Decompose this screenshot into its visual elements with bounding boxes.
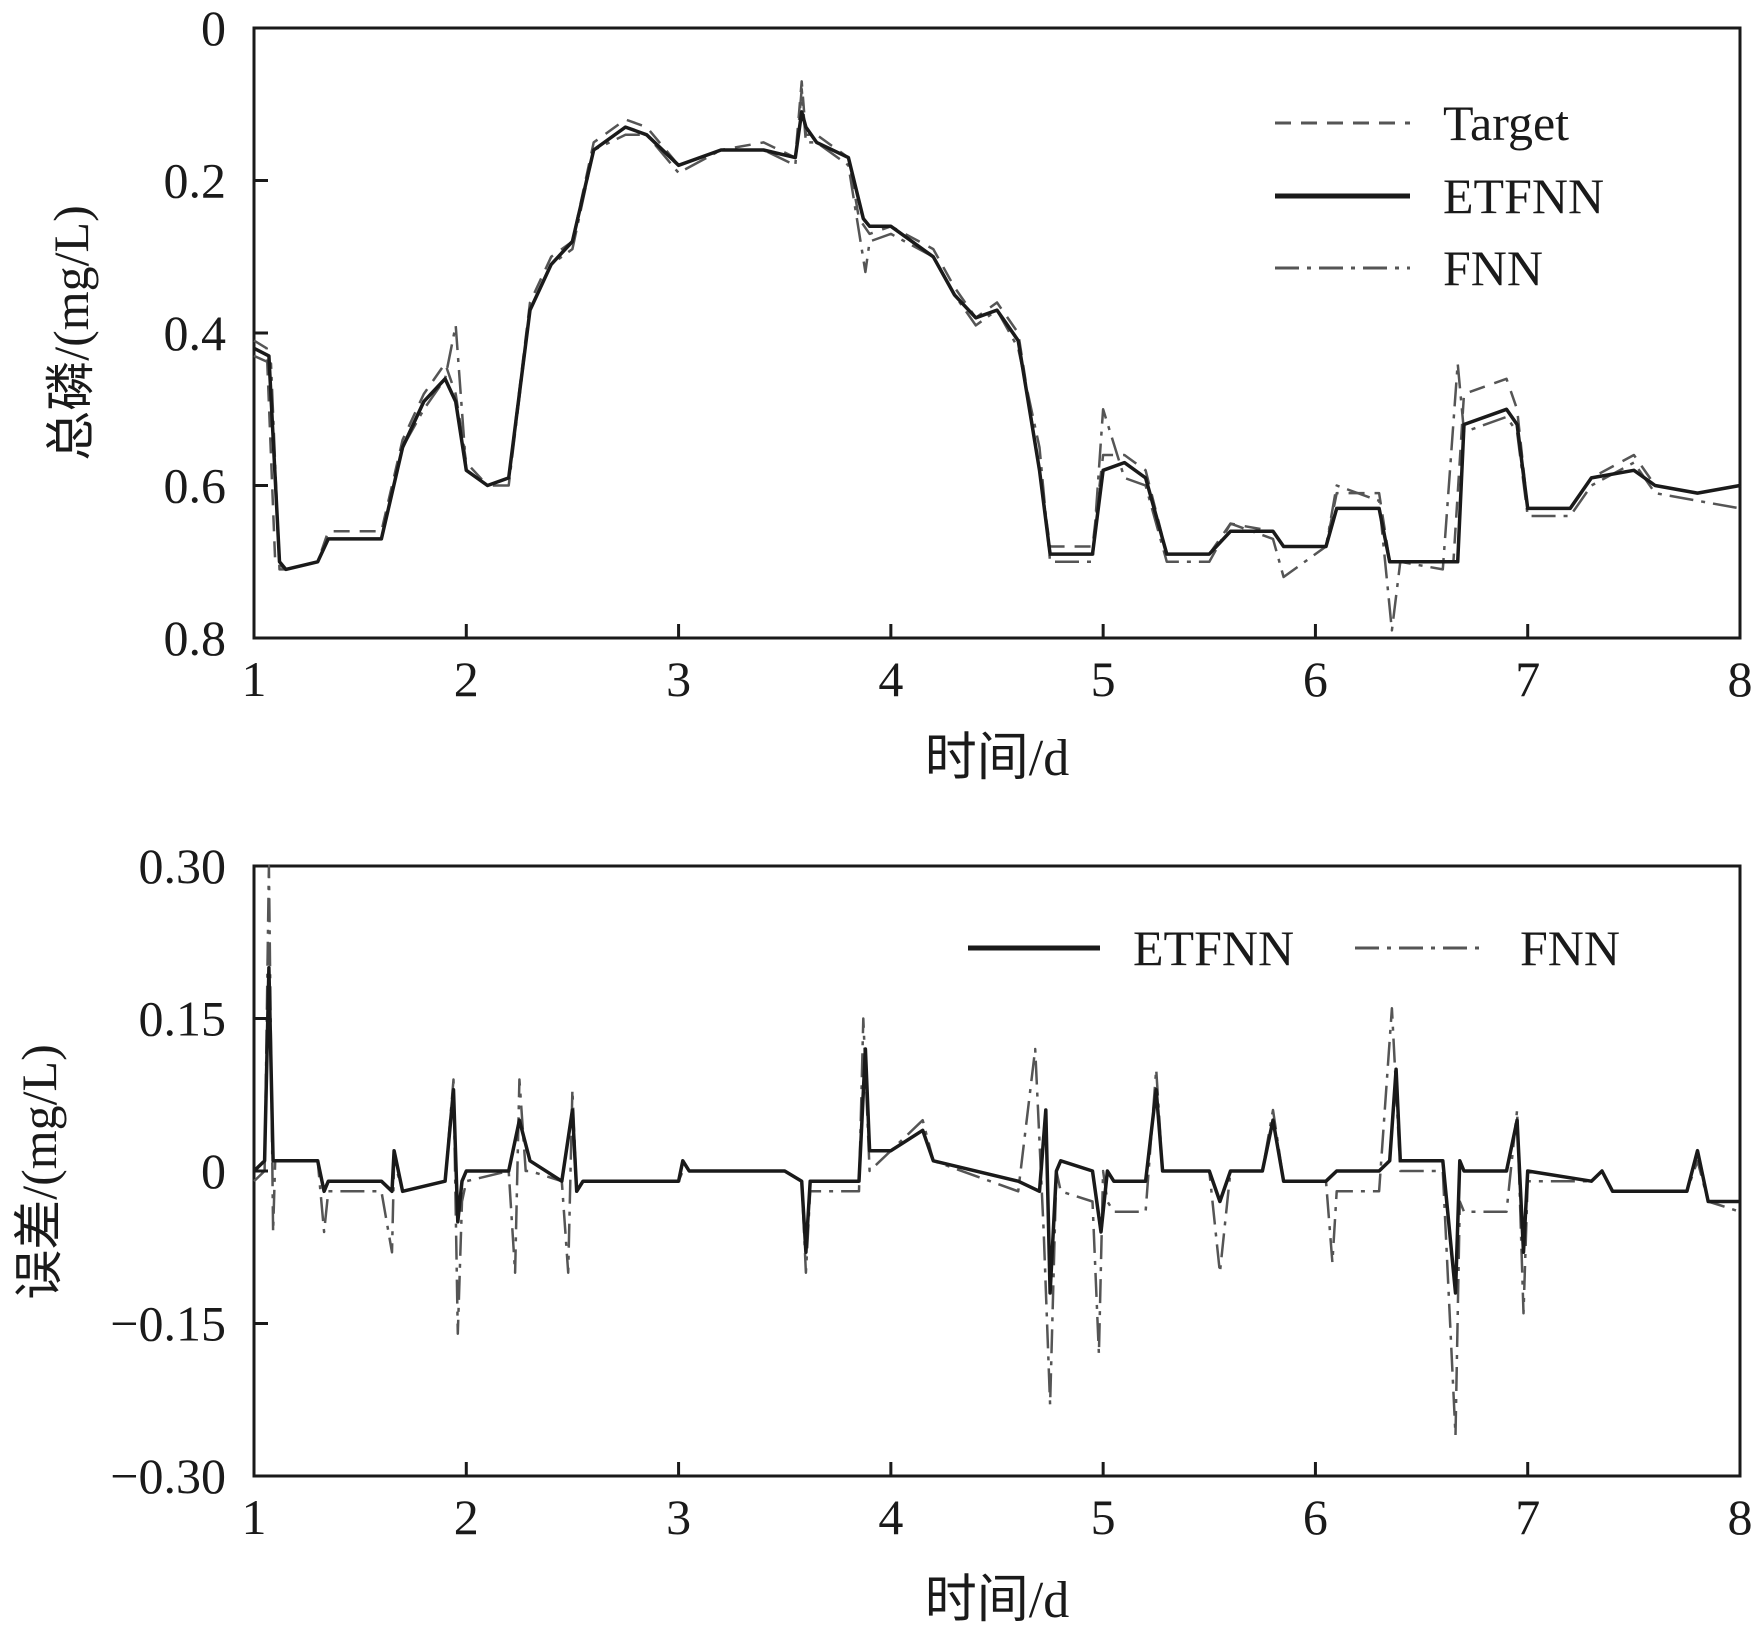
axes-top: 1 2 3 4 5 6 7 8 0 0.2 0.4 0.6 0.8	[164, 0, 1753, 707]
x-tick-label-bottom: 6	[1303, 1489, 1328, 1545]
x-tick-label-top: 1	[242, 651, 267, 707]
x-axis-label-bottom: 时间/d	[925, 1572, 1069, 1629]
x-tick-label-top: 7	[1515, 651, 1540, 707]
legend-label-fnn-bottom: FNN	[1520, 920, 1620, 976]
x-tick-label-bottom: 7	[1515, 1489, 1540, 1545]
x-tick-label-top: 5	[1091, 651, 1116, 707]
legend-label-target: Target	[1443, 95, 1569, 151]
y-tick-label-bottom: 0	[201, 1143, 226, 1199]
x-tick-label-bottom: 8	[1728, 1489, 1753, 1545]
x-tick-label-bottom: 2	[454, 1489, 479, 1545]
y-tick-label-top: 0.4	[164, 305, 227, 361]
y-tick-label-top: 0.6	[164, 458, 227, 514]
y-tick-label-top: 0	[201, 0, 226, 56]
legend-label-etfnn: ETFNN	[1443, 168, 1604, 224]
x-tick-label-bottom: 1	[242, 1489, 267, 1545]
series-line-etfnn-bottom	[252, 965, 1740, 1295]
y-axis-label-top: 总磷/(mg/L)	[43, 205, 99, 461]
x-tick-label-bottom: 3	[666, 1489, 691, 1545]
y-tick-label-bottom: −0.15	[110, 1296, 226, 1352]
x-tick-label-top: 6	[1303, 651, 1328, 707]
series-line-etfnn-top	[253, 110, 1741, 572]
series-line-fnn-bottom	[253, 864, 1741, 1437]
series-line-target-top	[253, 80, 1741, 571]
legend-label-etfnn-bottom: ETFNN	[1133, 920, 1294, 976]
series-layer-bottom	[252, 864, 1741, 1437]
y-tick-label-top: 0.2	[164, 153, 227, 209]
y-tick-label-bottom: −0.30	[110, 1448, 226, 1504]
legend-top: Target ETFNN FNN	[1275, 95, 1604, 296]
series-layer-top	[253, 80, 1741, 632]
y-tick-label-top: 0.8	[164, 610, 227, 666]
x-tick-label-top: 3	[666, 651, 691, 707]
legend-label-fnn: FNN	[1443, 240, 1543, 296]
axes-bottom: 1 2 3 4 5 6 7 8 0.30 0.15 0 −0.15 −0.30	[110, 838, 1752, 1545]
x-tick-label-top: 8	[1728, 651, 1753, 707]
legend-bottom: ETFNN FNN	[968, 920, 1620, 976]
chart-error: 1 2 3 4 5 6 7 8 0.30 0.15 0 −0.15 −0.30 时间/d 误差/(mg/…	[11, 838, 1753, 1629]
x-tick-label-bottom: 4	[878, 1489, 903, 1545]
y-tick-label-bottom: 0.30	[139, 838, 227, 894]
y-axis-label-bottom: 误差/(mg/L)	[11, 1044, 67, 1300]
x-tick-label-bottom: 5	[1091, 1489, 1116, 1545]
x-tick-label-top: 4	[878, 651, 903, 707]
y-tick-label-bottom: 0.15	[139, 991, 227, 1047]
chart-total-phosphorus: 1 2 3 4 5 6 7 8 0 0.2 0.4 0.6 0.8 时间/d 总磷/(mg/L) Tar…	[43, 0, 1753, 787]
x-tick-label-top: 2	[454, 651, 479, 707]
x-axis-label-top: 时间/d	[925, 730, 1069, 787]
